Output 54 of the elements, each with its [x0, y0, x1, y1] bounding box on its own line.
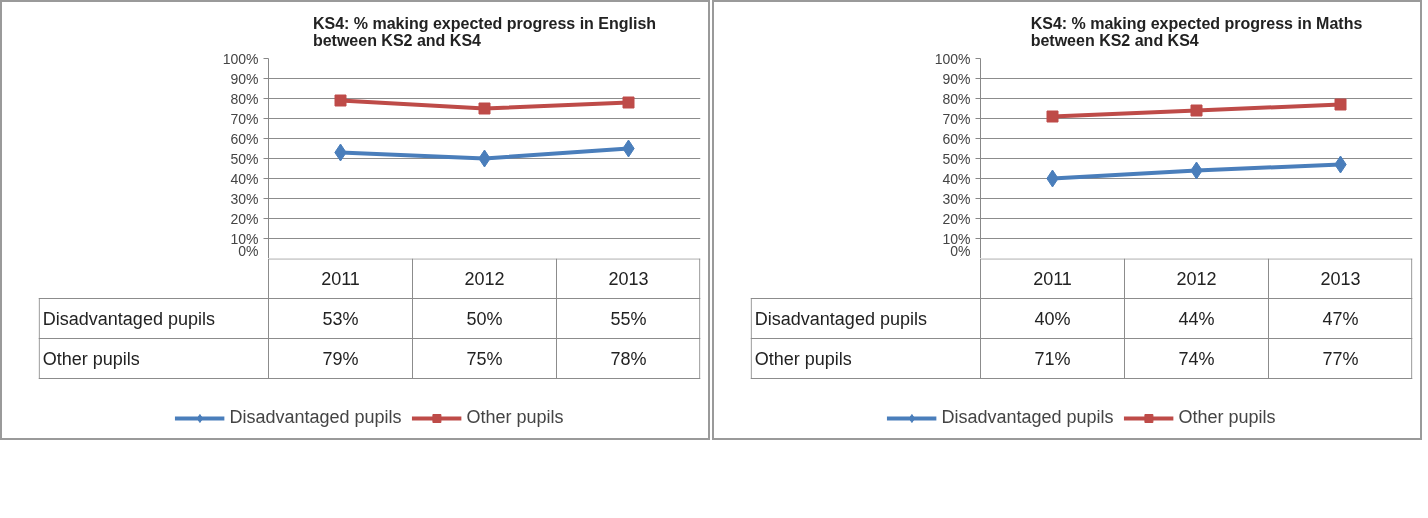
text: Other pupils	[42, 348, 140, 369]
x-tick-label: 2011	[321, 269, 360, 289]
point	[334, 94, 347, 107]
y-tick-label: 60%	[942, 130, 971, 147]
point	[1334, 98, 1347, 111]
y-tick-label: 80%	[230, 90, 259, 107]
chart-title: KS4: % making expected progress in English between KS2 and KS4	[312, 14, 657, 49]
y-tick-label: 10%	[942, 230, 971, 247]
y-tick-label: 100%	[934, 50, 971, 67]
text: Other pupils	[754, 348, 852, 369]
y-tick-label: 10%	[230, 230, 259, 247]
data-label: 40%	[1034, 308, 1071, 329]
point	[1190, 104, 1203, 117]
text: Disadvantaged pupils	[754, 308, 927, 329]
y-tick-label: 40%	[230, 170, 259, 187]
y-tick-label: 40%	[942, 170, 971, 187]
data-label: 77%	[1322, 348, 1359, 369]
chart-title: KS4: % making expected progress in Maths between KS2 and KS4	[1030, 14, 1363, 49]
text: Disadvantaged pupils	[42, 308, 215, 329]
data-label: 78%	[610, 348, 647, 369]
legend-label: Disadvantaged pupils	[941, 407, 1114, 428]
legend-label: Other pupils	[466, 407, 564, 428]
data-label: 55%	[610, 308, 647, 329]
x-tick-label: 2013	[1320, 269, 1361, 289]
point	[1046, 110, 1059, 123]
data-label: 50%	[466, 308, 503, 329]
y-tick-label: 30%	[230, 190, 259, 207]
y-tick-label: 20%	[942, 210, 971, 227]
point	[478, 102, 491, 115]
x-tick-label: 2012	[464, 269, 505, 289]
point	[622, 96, 635, 109]
data-label: 75%	[466, 348, 503, 369]
y-tick-label: 70%	[942, 110, 971, 127]
data-label: 53%	[322, 308, 359, 329]
y-tick-label: 90%	[230, 70, 259, 87]
y-tick-label: 20%	[230, 210, 259, 227]
y-tick-label: 50%	[230, 150, 259, 167]
x-tick-label: 2012	[1176, 269, 1217, 289]
y-tick-label: 50%	[942, 150, 971, 167]
x-tick-label: 2011	[1033, 269, 1072, 289]
y-tick-label: 70%	[230, 110, 259, 127]
y-tick-label: 100%	[222, 50, 259, 67]
y-tick-label: 90%	[942, 70, 971, 87]
data-label: 79%	[322, 348, 359, 369]
legend-label: Disadvantaged pupils	[229, 407, 402, 428]
data-label: 74%	[1178, 348, 1215, 369]
data-label: 71%	[1034, 348, 1071, 369]
y-tick-label: 30%	[942, 190, 971, 207]
x-tick-label: 2013	[608, 269, 649, 289]
y-tick-label: 80%	[942, 90, 971, 107]
data-label: 44%	[1178, 308, 1215, 329]
legend-label: Other pupils	[1178, 407, 1276, 428]
data-label: 47%	[1322, 308, 1359, 329]
y-tick-label: 60%	[230, 130, 259, 147]
